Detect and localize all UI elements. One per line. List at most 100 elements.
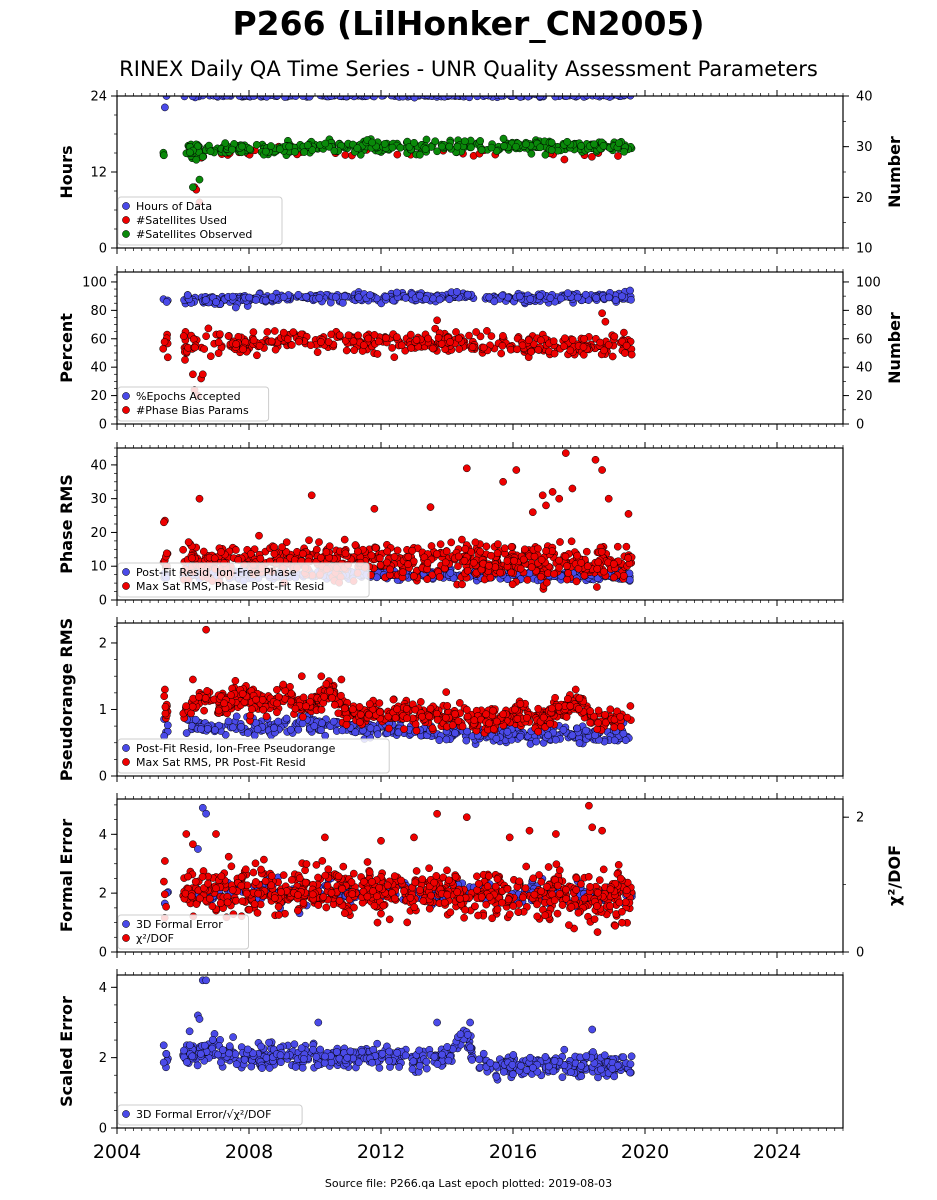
data-point (404, 560, 412, 569)
data-point (300, 148, 309, 156)
data-point (498, 291, 507, 300)
data-point (453, 288, 461, 296)
data-point (187, 709, 195, 718)
data-point (232, 546, 240, 554)
data-point (598, 309, 606, 318)
data-point (282, 714, 291, 723)
data-point (341, 549, 350, 558)
data-point (573, 551, 582, 560)
data-point (425, 712, 433, 721)
data-point (400, 725, 408, 733)
data-point (385, 915, 394, 924)
data-point (410, 572, 418, 580)
data-point (463, 712, 472, 721)
data-point (184, 538, 193, 546)
data-point (160, 692, 169, 701)
data-point (593, 725, 602, 734)
data-point (399, 568, 407, 577)
data-point (202, 625, 210, 634)
data-point (470, 716, 479, 725)
data-point (377, 909, 385, 918)
panel-3: 0 10 20 30 40 Phase RMS Post-Fit Resid, Ion-Fr… (57, 442, 844, 609)
data-point (252, 695, 260, 704)
data-point (472, 328, 480, 336)
data-point (500, 142, 508, 150)
data-point (622, 341, 631, 350)
data-point (534, 704, 543, 713)
data-point (454, 552, 463, 561)
data-point (626, 702, 635, 710)
y-tick-label: 2 (99, 636, 107, 651)
data-point (160, 518, 168, 527)
data-point (582, 547, 591, 556)
data-point (435, 573, 444, 581)
data-point (349, 337, 358, 346)
data-point (518, 341, 527, 350)
data-point (530, 552, 539, 561)
data-point (297, 672, 306, 681)
data-point (252, 140, 261, 149)
data-point (463, 727, 471, 736)
data-point (201, 296, 210, 304)
data-point (326, 687, 334, 696)
data-point (228, 145, 236, 154)
data-point (583, 96, 591, 100)
data-point (485, 561, 493, 570)
data-point (487, 143, 496, 152)
data-point (549, 337, 558, 346)
data-point (561, 334, 569, 343)
data-point (390, 353, 399, 362)
data-point (370, 504, 379, 513)
data-point (482, 96, 490, 99)
data-point (283, 335, 292, 344)
data-point (435, 295, 444, 304)
data-point (487, 332, 496, 340)
data-point (338, 726, 347, 735)
data-point (551, 693, 559, 702)
data-point (562, 713, 571, 721)
data-point (433, 316, 441, 325)
data-point (231, 676, 240, 685)
data-point (513, 714, 522, 723)
data-point (458, 580, 466, 589)
y-axis-label: Percent (57, 313, 76, 383)
data-point (373, 730, 382, 739)
data-point (366, 724, 375, 732)
data-point (322, 680, 331, 688)
data-point (281, 96, 289, 101)
data-point (613, 542, 622, 551)
data-point (340, 292, 349, 301)
data-point (253, 351, 261, 360)
data-point (416, 150, 424, 159)
data-point (527, 347, 536, 356)
data-point (445, 142, 454, 151)
data-point (423, 559, 432, 567)
plot-area (159, 286, 636, 400)
data-point (435, 736, 444, 745)
data-point (621, 349, 629, 357)
data-point (569, 96, 578, 100)
data-point (548, 704, 556, 713)
data-point (534, 544, 542, 553)
data-point (429, 344, 437, 353)
data-point (335, 331, 344, 340)
y-right-tick-label: 20 (856, 389, 873, 404)
data-point (322, 548, 331, 556)
data-point (295, 337, 303, 346)
data-point (355, 703, 364, 711)
data-point (273, 685, 281, 694)
data-point (532, 737, 541, 746)
data-point (555, 494, 564, 503)
data-point (542, 547, 550, 555)
data-point (189, 183, 197, 192)
data-point (193, 142, 202, 151)
data-point (287, 341, 296, 349)
data-point (356, 710, 365, 719)
data-point (211, 726, 219, 734)
data-point (217, 548, 225, 556)
legend-marker (122, 744, 130, 752)
data-point (364, 334, 373, 343)
data-point (512, 142, 520, 151)
data-point (534, 727, 543, 736)
